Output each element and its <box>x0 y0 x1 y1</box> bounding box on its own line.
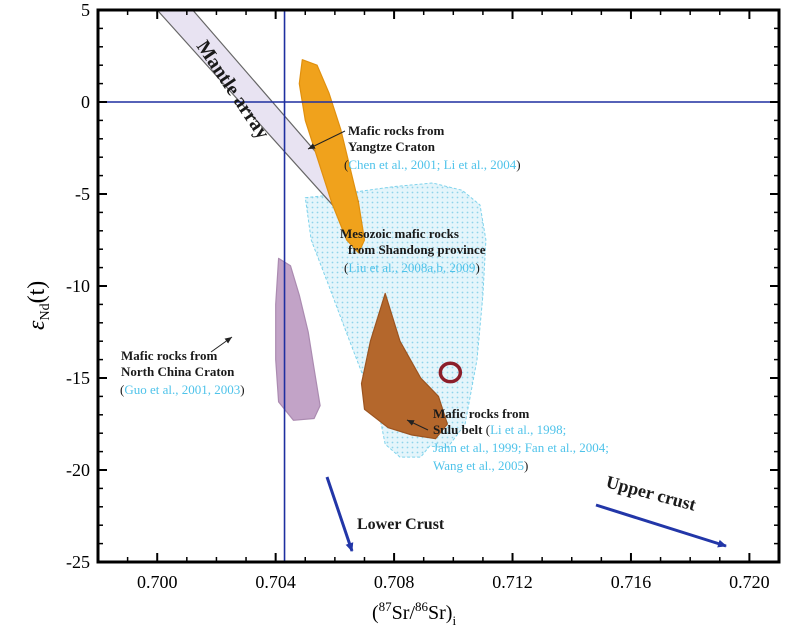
y-tick-label: -25 <box>66 552 90 572</box>
x-tick-label: 0.720 <box>729 572 770 592</box>
shandong-field <box>304 182 487 458</box>
axis-ticks: 0.700 0.704 0.708 0.712 0.716 0.720 5 0 -5 -10 -15… <box>66 0 780 592</box>
north-china-ref-text: Guo et al., 2001, 2003 <box>124 382 240 397</box>
yangtze-title-2: Yangtze Craton <box>348 139 436 154</box>
upper-crust-arrow <box>595 503 727 548</box>
yangtze-pointer <box>307 130 346 150</box>
north-china-pointer <box>210 336 233 353</box>
sulu-title-2: Sulu belt <box>433 422 483 437</box>
x-tick-label: 0.700 <box>137 572 178 592</box>
y-tick-label: -5 <box>75 184 90 204</box>
sulu-field <box>360 292 448 440</box>
y-tick-label: -15 <box>66 368 90 388</box>
sulu-pointer <box>406 419 429 431</box>
yangtze-field <box>298 59 366 254</box>
x-tick-label: 0.708 <box>374 572 415 592</box>
yangtze-ref-text: Chen et al., 2001; Li et al., 2004 <box>348 157 516 172</box>
x-tick-label: 0.712 <box>492 572 533 592</box>
yangtze-ref: (Chen et al., 2001; Li et al., 2004) <box>344 157 521 172</box>
north-china-field <box>275 257 321 421</box>
shandong-title-2: from Shandong province <box>348 242 486 257</box>
sulu-ref-3: Wang et al., 2005 <box>433 458 524 473</box>
small-ring <box>438 361 463 384</box>
x-tick-label: 0.716 <box>611 572 652 592</box>
shandong-ref: (Liu et al., 2008a,b, 2009) <box>344 260 480 275</box>
y-tick-label: -10 <box>66 276 90 296</box>
sulu-ref-1: Li et al., 1998; <box>490 422 566 437</box>
sulu-ref-line-3: Wang et al., 2005) <box>433 458 528 473</box>
shandong-title-1: Mesozoic mafic rocks <box>340 226 459 241</box>
reference-lines <box>98 10 779 562</box>
north-china-ref: (Guo et al., 2001, 2003) <box>120 382 245 397</box>
fields-layer <box>156 9 487 458</box>
lower-crust-label: Lower Crust <box>357 516 445 533</box>
north-china-title-2: North China Craton <box>121 364 235 379</box>
x-tick-label: 0.704 <box>255 572 296 592</box>
y-axis-title: εNd(t) <box>24 281 53 330</box>
x-axis-title: (87Sr/86Sr)i <box>372 599 456 628</box>
y-tick-label: 5 <box>81 0 90 20</box>
sulu-ref-line-2: Jahn et al., 1999; Fan et al., 2004; <box>433 440 609 455</box>
y-tick-label: 0 <box>81 92 90 112</box>
sulu-title-1: Mafic rocks from <box>433 406 529 421</box>
north-china-title-1: Mafic rocks from <box>121 348 217 363</box>
lower-crust-arrow <box>325 476 354 552</box>
yangtze-title-1: Mafic rocks from <box>348 123 444 138</box>
shandong-ref-text: Liu et al., 2008a,b, 2009 <box>348 260 475 275</box>
upper-crust-label: Upper crust <box>604 472 698 515</box>
y-tick-label: -20 <box>66 460 90 480</box>
sulu-ref-line-1: Sulu belt (Li et al., 1998; <box>433 422 566 437</box>
